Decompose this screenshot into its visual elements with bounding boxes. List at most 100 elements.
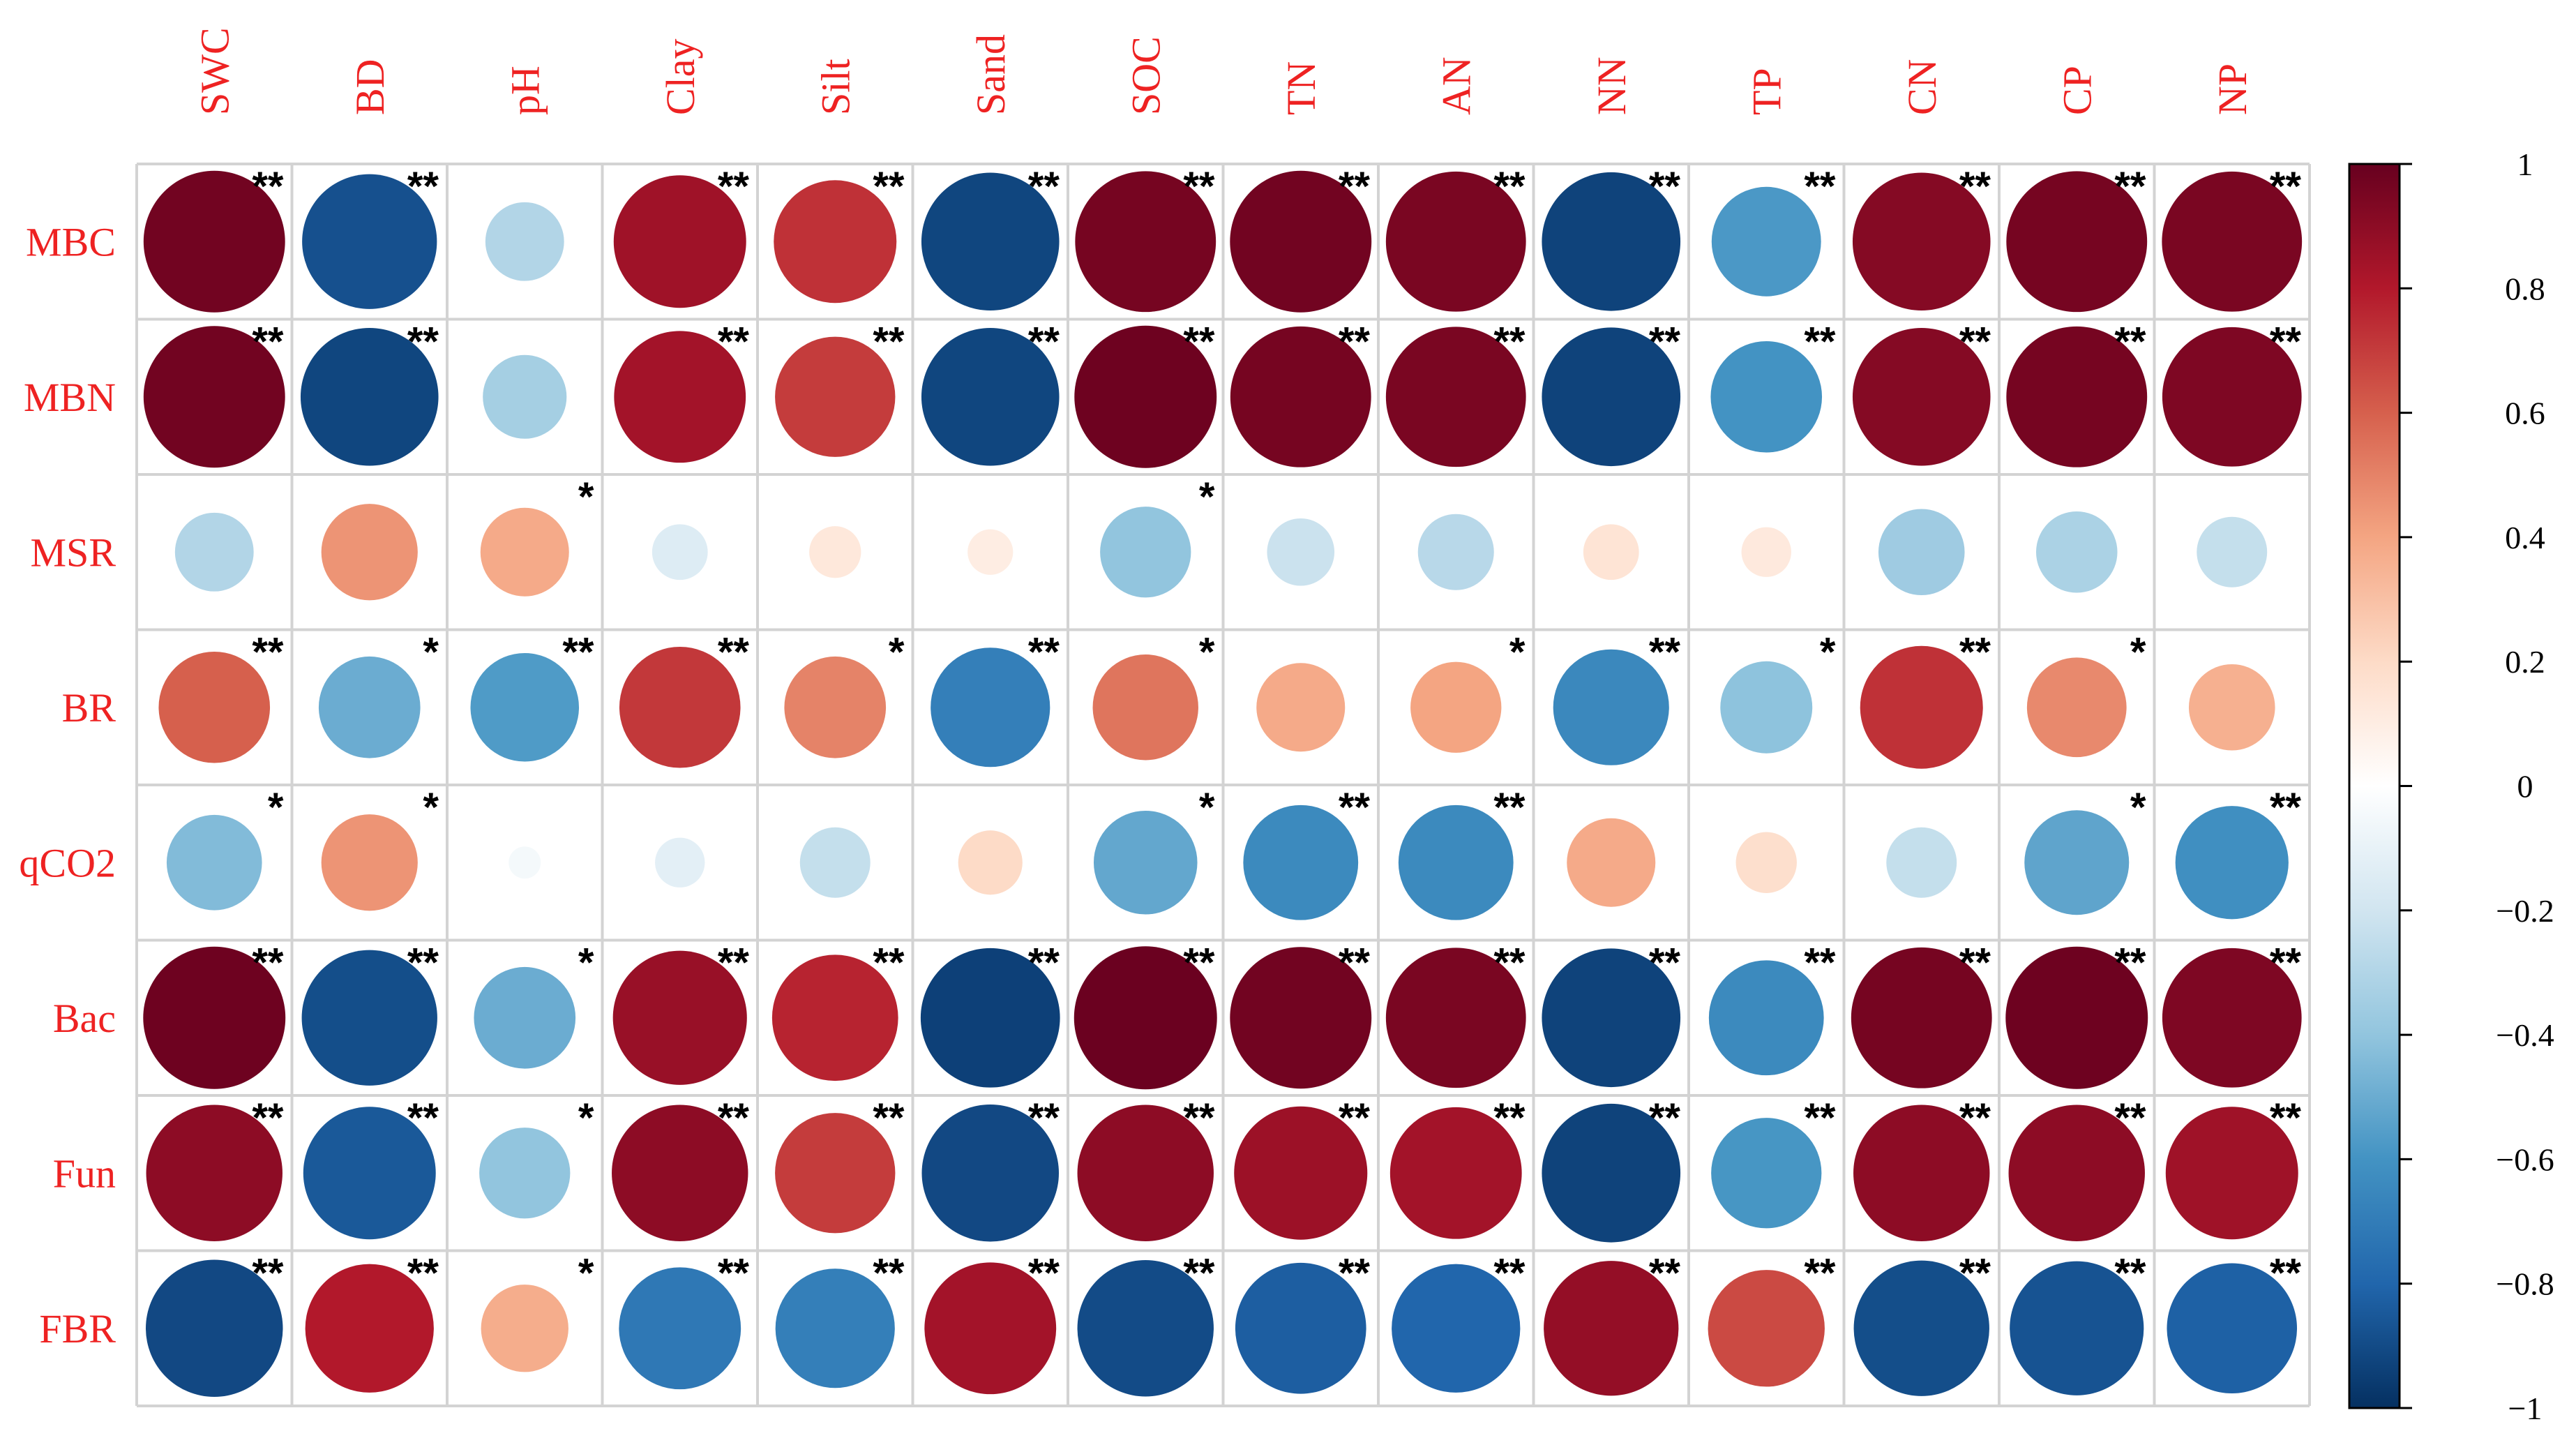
correlation-circle-qco2-bd	[321, 814, 418, 911]
correlation-circle-mbc-soc	[1075, 171, 1217, 313]
correlation-circle-msr-tp	[1741, 527, 1791, 577]
significance-marker: **	[1959, 1095, 1991, 1141]
significance-marker: **	[2270, 785, 2302, 830]
correlation-circle-qco2-tp	[1735, 832, 1797, 893]
significance-marker: **	[1493, 941, 1526, 986]
correlation-circle-mbn-ph	[483, 354, 567, 439]
correlation-circle-mbn-sand	[921, 327, 1060, 466]
significance-marker: **	[873, 164, 905, 209]
significance-marker: **	[1493, 320, 1526, 365]
correlation-circle-fbr-sand	[924, 1262, 1057, 1395]
correlation-circle-msr-clay	[651, 524, 708, 581]
correlation-circle-msr-cn	[1878, 509, 1965, 596]
correlation-circle-br-silt	[784, 656, 887, 758]
correlation-circle-br-tn	[1256, 663, 1346, 752]
significance-marker: **	[873, 1095, 905, 1141]
correlation-circle-mbc-silt	[774, 180, 897, 304]
row-label-bac: Bac	[53, 996, 116, 1041]
correlation-circle-br-ph	[470, 652, 580, 762]
correlation-circle-qco2-tn	[1243, 804, 1359, 920]
correlation-circle-mbn-nn	[1542, 327, 1681, 467]
correlation-circle-msr-an	[1417, 514, 1494, 590]
correlation-circle-fbr-tn	[1235, 1262, 1366, 1394]
significance-marker: *	[2130, 630, 2146, 675]
column-label-ph: pH	[502, 66, 548, 115]
correlation-circle-mbn-silt	[775, 336, 896, 457]
correlation-circle-mbc-clay	[613, 175, 746, 308]
correlation-circle-msr-silt	[809, 526, 861, 578]
significance-marker: **	[252, 164, 284, 209]
correlation-circle-mbn-cp	[2006, 326, 2148, 467]
significance-marker: **	[1183, 1095, 1215, 1141]
significance-marker: **	[718, 164, 750, 209]
correlation-circle-msr-cp	[2035, 511, 2118, 593]
significance-marker: *	[1199, 474, 1215, 520]
colorbar-tick-label: 0.8	[2505, 271, 2545, 306]
correlation-circle-msr-ph	[480, 507, 569, 597]
significance-marker: **	[1804, 1251, 1836, 1296]
correlation-circle-br-an	[1410, 661, 1502, 753]
colorbar-tick-label: 1	[2517, 147, 2533, 182]
correlation-circle-qco2-cn	[1886, 827, 1957, 898]
correlation-circle-fbr-silt	[775, 1268, 895, 1388]
colorbar-gradient	[2348, 163, 2401, 1409]
correlation-circle-bac-silt	[771, 954, 898, 1081]
significance-marker: **	[2270, 164, 2302, 209]
significance-marker: **	[718, 630, 750, 675]
column-label-bd: BD	[347, 59, 393, 115]
correlation-circle-mbn-np	[2162, 327, 2302, 467]
correlation-circle-fun-sand	[921, 1104, 1060, 1242]
significance-marker: **	[1804, 1095, 1836, 1141]
significance-marker: **	[252, 1095, 284, 1141]
correlation-circle-mbn-clay	[614, 331, 746, 463]
correlation-circle-mbn-an	[1385, 327, 1526, 467]
row-label-qco2: qCO2	[19, 840, 116, 885]
significance-marker: **	[1493, 785, 1526, 830]
correlation-circle-fbr-tp	[1708, 1270, 1825, 1387]
correlation-circle-br-cn	[1860, 645, 1983, 769]
correlation-circle-mbc-cn	[1852, 172, 1991, 311]
significance-marker: **	[2270, 941, 2302, 986]
significance-marker: *	[423, 785, 439, 830]
column-label-tn: TN	[1279, 61, 1324, 115]
correlation-circle-qco2-an	[1398, 804, 1514, 920]
correlation-circle-mbn-bd	[300, 327, 439, 466]
significance-marker: *	[1199, 630, 1215, 675]
significance-marker: **	[1493, 1095, 1526, 1141]
significance-marker: **	[1028, 164, 1060, 209]
significance-marker: **	[718, 1251, 750, 1296]
column-label-cp: CP	[2054, 66, 2100, 115]
column-label-clay: Clay	[658, 38, 703, 115]
correlation-circle-mbn-cn	[1852, 327, 1991, 466]
significance-marker: **	[1028, 1095, 1060, 1141]
significance-marker: **	[1339, 164, 1371, 209]
correlation-circle-bac-tn	[1230, 947, 1372, 1089]
correlation-circle-br-cp	[2026, 657, 2127, 758]
significance-marker: *	[578, 1095, 594, 1141]
significance-marker: **	[407, 1095, 439, 1141]
significance-marker: **	[873, 941, 905, 986]
significance-marker: **	[2270, 1251, 2302, 1296]
correlation-circle-mbc-swc	[143, 170, 285, 313]
correlation-circle-mbc-cp	[2006, 171, 2148, 313]
significance-marker: **	[1339, 785, 1371, 830]
significance-marker: **	[252, 630, 284, 675]
row-label-br: BR	[62, 685, 116, 731]
significance-marker: **	[718, 941, 750, 986]
significance-marker: **	[1183, 320, 1215, 365]
significance-marker: **	[2114, 164, 2146, 209]
correlation-circle-msr-tn	[1267, 518, 1335, 586]
row-labels: MBC MBN MSR BR qCO2 Bac Fun FBR	[19, 219, 116, 1352]
significance-marker: *	[1509, 630, 1526, 675]
colorbar-tick-label: −0.6	[2496, 1141, 2554, 1177]
column-labels: SWC BD pH Clay Silt Sand SOC TN AN NN TP CN CP NP	[192, 27, 2255, 115]
correlation-circle-qco2-silt	[799, 827, 871, 898]
significance-marker: **	[1649, 630, 1681, 675]
correlation-circle-bac-ph	[474, 966, 576, 1069]
significance-marker: **	[1959, 941, 1991, 986]
column-label-silt: Silt	[813, 59, 858, 115]
correlation-circle-msr-bd	[321, 504, 418, 601]
correlation-circle-mbc-np	[2162, 171, 2303, 312]
significance-marker: **	[1649, 941, 1681, 986]
correlation-circle-mbn-tn	[1230, 326, 1371, 467]
